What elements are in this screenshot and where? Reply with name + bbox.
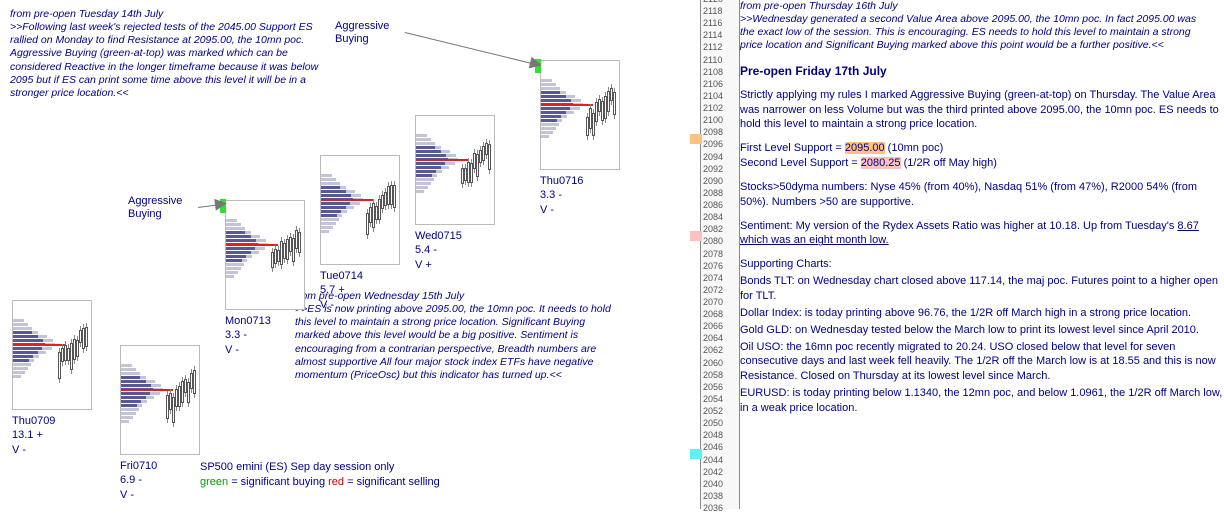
arrow-line bbox=[405, 32, 536, 65]
axis-tick: 2044 bbox=[703, 456, 723, 465]
axis-tick: 2104 bbox=[703, 92, 723, 101]
support-level-2: 2080.25 bbox=[861, 157, 901, 169]
axis-tick: 2064 bbox=[703, 334, 723, 343]
axis-tick: 2052 bbox=[703, 407, 723, 416]
axis-tick: 2118 bbox=[703, 7, 722, 16]
axis-tick: 2106 bbox=[703, 80, 723, 89]
para-bonds: Bonds TLT: on Wednesday chart closed abo… bbox=[740, 274, 1224, 304]
para-support: First Level Support = 2095.00 (10mn poc)… bbox=[740, 141, 1224, 171]
profile-chart-mon0713 bbox=[225, 200, 305, 310]
para-eurusd: EURUSD: is today printing below 1.1340, … bbox=[740, 386, 1224, 416]
axis-tick: 2078 bbox=[703, 250, 723, 259]
axis-tick: 2076 bbox=[703, 262, 723, 271]
chart-label-wed0715: Wed07155.4 -V + bbox=[415, 229, 462, 272]
supporting-charts-heading: Supporting Charts: bbox=[740, 257, 1224, 272]
axis-tick: 2082 bbox=[703, 225, 723, 234]
aggressive-buying-label: AggressiveBuying bbox=[128, 195, 182, 221]
profile-chart-thu0716 bbox=[540, 60, 620, 170]
axis-tick: 2040 bbox=[703, 480, 723, 489]
axis-tick: 2050 bbox=[703, 419, 723, 428]
legend-line2: green = significant buying red = signifi… bbox=[200, 475, 440, 490]
chart-legend: SP500 emini (ES) Sep day session only gr… bbox=[200, 460, 440, 491]
arrow-head-icon bbox=[214, 197, 227, 210]
support-level-1: 2095.00 bbox=[845, 142, 885, 154]
axis-tick: 2116 bbox=[703, 19, 722, 28]
commentary-panel: from pre-open Thursday 16th July>>Wednes… bbox=[740, 0, 1224, 509]
axis-tick: 2102 bbox=[703, 104, 723, 113]
axis-tick: 2098 bbox=[703, 128, 723, 137]
axis-tick: 2066 bbox=[703, 322, 723, 331]
para-gold: Gold GLD: on Wednesday tested below the … bbox=[740, 323, 1224, 338]
axis-tick: 2080 bbox=[703, 237, 723, 246]
axis-tick: 2090 bbox=[703, 177, 723, 186]
price-highlight bbox=[690, 231, 702, 241]
profile-chart-wed0715 bbox=[415, 115, 495, 225]
note-tuesday: from pre-open Tuesday 14th July>>Followi… bbox=[10, 8, 320, 100]
chart-label-tue0714: Tue07145.7 +V - bbox=[320, 269, 363, 312]
heading-friday: Pre-open Friday 17th July bbox=[740, 63, 1224, 79]
aggressive-buying-label: AggressiveBuying bbox=[335, 20, 389, 46]
axis-tick: 2086 bbox=[703, 201, 723, 210]
axis-tick: 2048 bbox=[703, 431, 723, 440]
axis-tick: 2094 bbox=[703, 153, 723, 162]
chart-label-thu0716: Thu07163.3 -V - bbox=[540, 174, 583, 217]
para-stocks-50dyma: Stocks>50dyma numbers: Nyse 45% (from 40… bbox=[740, 180, 1224, 210]
axis-tick: 2100 bbox=[703, 116, 723, 125]
axis-tick: 2074 bbox=[703, 274, 723, 283]
axis-tick: 2054 bbox=[703, 395, 723, 404]
para-oil: Oil USO: the 16mn poc recently migrated … bbox=[740, 340, 1224, 385]
axis-tick: 2088 bbox=[703, 189, 723, 198]
profile-chart-fri0710 bbox=[120, 345, 200, 455]
price-axis: 2036203820402042204420462048205020522054… bbox=[700, 0, 740, 509]
axis-tick: 2038 bbox=[703, 492, 723, 501]
chart-label-fri0710: Fri07106.9 -V - bbox=[120, 459, 157, 502]
price-highlight bbox=[690, 449, 702, 459]
price-highlight bbox=[690, 134, 702, 144]
axis-tick: 2070 bbox=[703, 298, 723, 307]
chart-label-thu0709: Thu070913.1 +V - bbox=[12, 414, 55, 457]
axis-tick: 2110 bbox=[703, 56, 722, 65]
axis-tick: 2108 bbox=[703, 68, 723, 77]
axis-tick: 2062 bbox=[703, 346, 723, 355]
axis-tick: 2072 bbox=[703, 286, 723, 295]
axis-tick: 2084 bbox=[703, 213, 723, 222]
axis-tick: 2112 bbox=[703, 43, 722, 52]
axis-tick: 2068 bbox=[703, 310, 723, 319]
profile-chart-tue0714 bbox=[320, 155, 400, 265]
chart-panel: from pre-open Tuesday 14th July>>Followi… bbox=[0, 0, 700, 509]
chart-label-mon0713: Mon07133.3 -V - bbox=[225, 314, 271, 357]
profile-chart-thu0709 bbox=[12, 300, 92, 410]
axis-tick: 2092 bbox=[703, 165, 723, 174]
para-sentiment: Sentiment: My version of the Rydex Asset… bbox=[740, 219, 1224, 249]
para-dollar: Dollar Index: is today printing above 96… bbox=[740, 306, 1224, 321]
axis-tick: 2056 bbox=[703, 383, 723, 392]
axis-tick: 2114 bbox=[703, 31, 722, 40]
axis-tick: 2042 bbox=[703, 468, 723, 477]
axis-tick: 2120 bbox=[703, 0, 723, 4]
axis-tick: 2096 bbox=[703, 140, 723, 149]
axis-tick: 2060 bbox=[703, 359, 723, 368]
note-thursday: from pre-open Thursday 16th July>>Wednes… bbox=[740, 0, 1210, 53]
axis-tick: 2046 bbox=[703, 443, 723, 452]
para-thursday-summary: Strictly applying my rules I marked Aggr… bbox=[740, 88, 1224, 133]
legend-line1: SP500 emini (ES) Sep day session only bbox=[200, 460, 440, 475]
axis-tick: 2058 bbox=[703, 371, 723, 380]
